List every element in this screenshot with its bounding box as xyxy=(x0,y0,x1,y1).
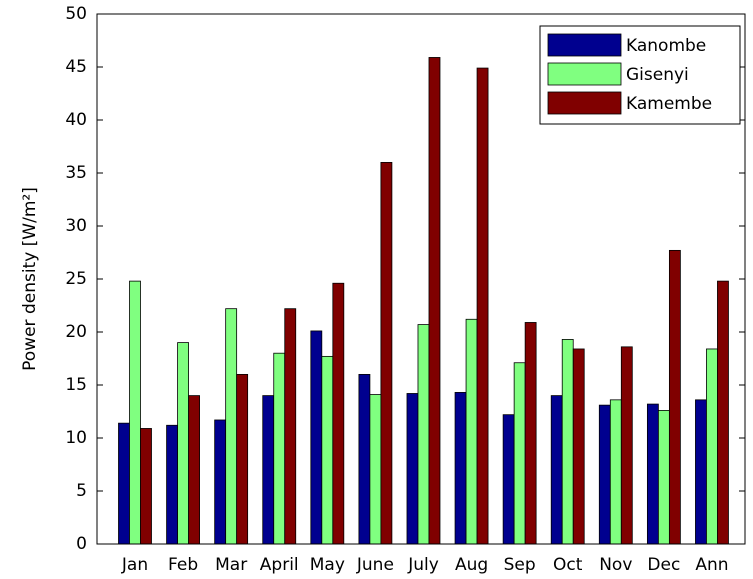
bar xyxy=(369,394,382,545)
x-tick-label: Dec xyxy=(647,555,680,575)
y-tick-label: 5 xyxy=(76,481,87,501)
bar xyxy=(572,348,585,545)
bar xyxy=(657,410,670,545)
x-tick-label: Aug xyxy=(455,555,488,575)
y-tick-label: 35 xyxy=(65,163,87,183)
y-tick-label: 40 xyxy=(65,110,87,130)
y-tick-label: 0 xyxy=(76,534,87,554)
bar xyxy=(609,399,622,545)
x-tick-label: Mar xyxy=(215,555,247,575)
legend-swatch xyxy=(547,91,622,115)
bar xyxy=(502,414,515,545)
bar xyxy=(561,339,574,545)
bar xyxy=(465,318,478,545)
bar xyxy=(476,67,489,545)
x-tick-label: Oct xyxy=(553,555,583,575)
x-tick-label: Nov xyxy=(599,555,632,575)
y-tick-label: 30 xyxy=(65,216,87,236)
bar xyxy=(550,395,563,545)
x-tick-label: Jan xyxy=(121,555,148,575)
legend-label: Kamembe xyxy=(626,94,712,114)
bar xyxy=(188,395,200,545)
bar xyxy=(524,322,537,545)
bar xyxy=(214,419,227,545)
bar xyxy=(118,422,130,545)
legend-swatch xyxy=(547,62,622,86)
bar xyxy=(598,404,611,545)
bar xyxy=(380,161,393,545)
bar xyxy=(140,428,152,545)
y-axis-label: Power density [W/m²] xyxy=(20,187,40,371)
plot-frame xyxy=(96,13,746,545)
bar xyxy=(166,424,178,545)
x-tick-label: Feb xyxy=(168,555,198,575)
y-tick-label: 45 xyxy=(65,57,87,77)
y-tick-label: 50 xyxy=(65,4,87,24)
bar xyxy=(428,57,441,545)
y-tick-label: 25 xyxy=(65,269,87,289)
bar xyxy=(177,342,189,545)
bar xyxy=(646,403,659,545)
legend-label: Gisenyi xyxy=(626,65,689,85)
x-tick-label: June xyxy=(356,555,394,575)
x-tick-label: Sep xyxy=(504,555,536,575)
bar xyxy=(236,373,249,545)
y-tick-label: 15 xyxy=(65,375,87,395)
bar xyxy=(668,249,681,545)
x-tick-label: July xyxy=(407,555,439,575)
bar xyxy=(225,308,238,545)
bar xyxy=(620,346,633,545)
bar xyxy=(262,395,275,545)
x-tick-label: April xyxy=(260,555,299,575)
y-tick-label: 10 xyxy=(65,428,87,448)
bar xyxy=(417,324,430,545)
bar xyxy=(332,282,345,545)
bar xyxy=(321,355,334,545)
bar xyxy=(717,280,729,545)
bar xyxy=(358,373,371,545)
bar xyxy=(513,362,526,545)
bar xyxy=(129,280,141,545)
bar xyxy=(284,308,297,545)
bar xyxy=(406,393,419,545)
bar xyxy=(310,330,323,545)
bar xyxy=(273,352,286,545)
bar xyxy=(454,392,467,545)
bar xyxy=(695,399,707,545)
x-tick-label: Ann xyxy=(695,555,728,575)
x-tick-label: May xyxy=(310,555,345,575)
legend-swatch xyxy=(547,33,622,57)
legend-label: Kanombe xyxy=(626,36,706,56)
bar xyxy=(706,348,718,545)
y-tick-label: 20 xyxy=(65,322,87,342)
